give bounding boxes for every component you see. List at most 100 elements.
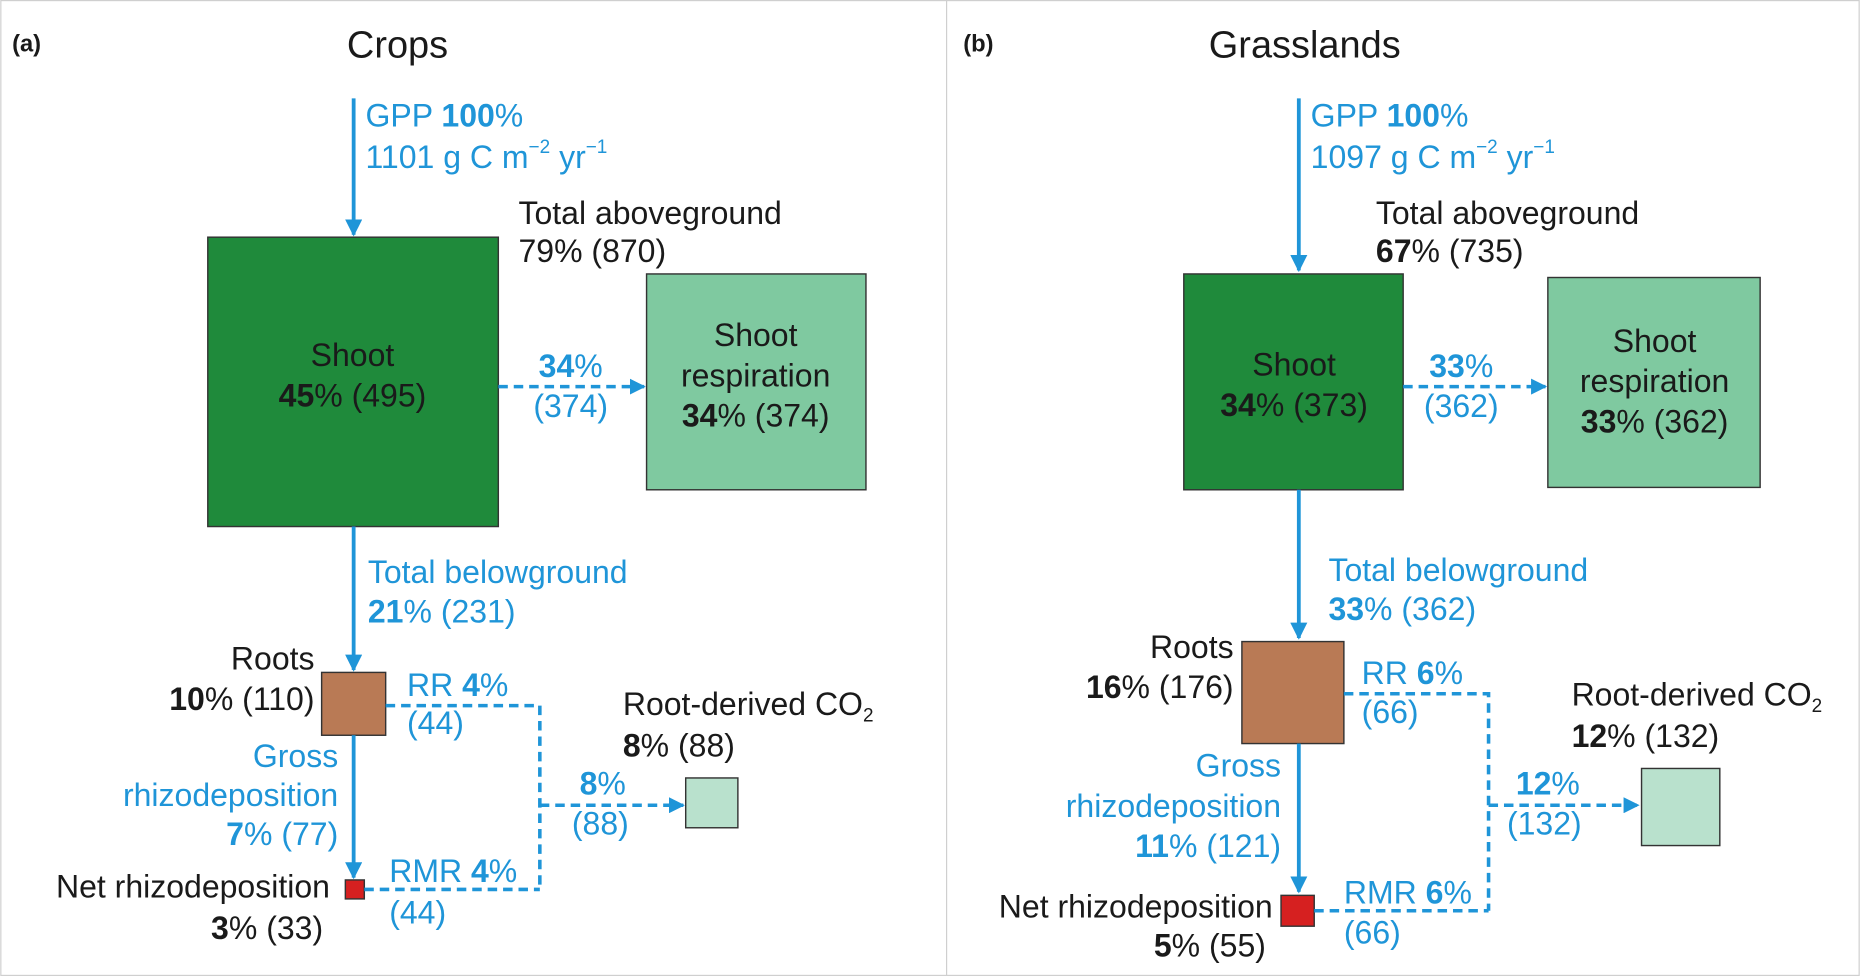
label-span: % bbox=[1435, 655, 1463, 691]
label-shoot-respiration: 33% (362) bbox=[1581, 404, 1729, 440]
label-span: 33 bbox=[1429, 348, 1465, 384]
label-span: 6 bbox=[1417, 655, 1435, 691]
label-aboveground: Total aboveground bbox=[1376, 195, 1639, 231]
label-span: Total aboveground bbox=[518, 195, 781, 231]
label-span: 7 bbox=[226, 817, 244, 853]
label-gross: rhizodeposition bbox=[123, 778, 338, 814]
label-span: % (55) bbox=[1172, 928, 1266, 964]
label-span: Shoot bbox=[714, 317, 798, 353]
label-belowground: 21% (231) bbox=[368, 594, 516, 630]
label-root-co2: Root-derived CO2 bbox=[623, 686, 874, 726]
roots-box bbox=[1241, 640, 1345, 745]
label-rmr: RMR 4% bbox=[389, 853, 517, 889]
label-roots: Roots bbox=[231, 641, 315, 677]
co2-box bbox=[1640, 767, 1721, 847]
label-span: 6 bbox=[1426, 875, 1444, 911]
label-span: rhizodeposition bbox=[1066, 788, 1281, 824]
dashed-flow bbox=[1343, 691, 1491, 911]
label-span: % (495) bbox=[314, 378, 426, 414]
label-aboveground: 79% (870) bbox=[518, 233, 666, 269]
label-span: 2 bbox=[863, 705, 874, 726]
label-span: 16 bbox=[1086, 670, 1122, 706]
label-shoot-flux: 33% bbox=[1429, 348, 1493, 384]
label-shoot-respiration: Shoot bbox=[714, 317, 798, 353]
label-span: 4 bbox=[471, 853, 489, 889]
panel-title: Crops bbox=[347, 24, 448, 66]
label-span: 33 bbox=[1328, 591, 1364, 627]
label-span: Shoot bbox=[1252, 347, 1336, 383]
label-span: (66) bbox=[1362, 695, 1419, 731]
label-span: Shoot bbox=[1613, 323, 1697, 359]
label-span: Net rhizodeposition bbox=[999, 889, 1273, 925]
label-span: Net rhizodeposition bbox=[56, 869, 330, 905]
label-span: RR bbox=[407, 667, 462, 703]
label-span: 8 bbox=[580, 766, 598, 802]
label-span: Gross bbox=[1196, 748, 1281, 784]
label-gpp: GPP 100% bbox=[1311, 98, 1469, 134]
label-span: yr bbox=[1498, 140, 1534, 176]
label-span: % (121) bbox=[1169, 829, 1281, 865]
label-span: 34 bbox=[682, 398, 718, 434]
label-span: 3 bbox=[211, 910, 229, 946]
shoot-box bbox=[1183, 273, 1404, 491]
label-span: 11 bbox=[1135, 829, 1169, 865]
shoot-box bbox=[207, 236, 500, 528]
label-shoot: 34% (373) bbox=[1220, 387, 1368, 423]
label-span: RR bbox=[1362, 655, 1417, 691]
label-span: −2 bbox=[529, 137, 551, 158]
label-aboveground: Total aboveground bbox=[518, 195, 781, 231]
label-span: respiration bbox=[1580, 364, 1729, 400]
label-span: 12 bbox=[1516, 766, 1552, 802]
roots-box bbox=[320, 671, 387, 736]
label-gross: rhizodeposition bbox=[1066, 788, 1281, 824]
label-span: 4 bbox=[462, 667, 480, 703]
label-span: −1 bbox=[1533, 137, 1555, 158]
label-span: (44) bbox=[389, 895, 446, 931]
label-span: (88) bbox=[572, 806, 629, 842]
co2-box bbox=[684, 777, 739, 829]
label-span: 5 bbox=[1154, 928, 1172, 964]
label-span: % bbox=[1440, 98, 1468, 134]
label-shoot-flux: 34% bbox=[539, 348, 603, 384]
label-span: 34 bbox=[1220, 387, 1256, 423]
label-span: % bbox=[480, 667, 508, 703]
label-roots: 10% (110) bbox=[169, 682, 314, 718]
label-span: Total belowground bbox=[368, 555, 628, 591]
label-span: 21 bbox=[368, 594, 404, 630]
label-gpp: 1097 g C m−2 yr−1 bbox=[1311, 137, 1555, 175]
label-gross: 11% (121) bbox=[1135, 829, 1281, 865]
label-span: % (77) bbox=[244, 817, 338, 853]
label-span: % bbox=[574, 348, 602, 384]
label-span: % (33) bbox=[229, 910, 323, 946]
label-aboveground: 67% (735) bbox=[1376, 233, 1524, 269]
label-roots: Roots bbox=[1150, 629, 1234, 665]
label-co2-flux: (132) bbox=[1507, 806, 1582, 842]
dashed-flow bbox=[385, 703, 542, 890]
label-span: 1097 g C m bbox=[1311, 140, 1476, 176]
label-span: Gross bbox=[253, 738, 338, 774]
label-span: % bbox=[495, 98, 523, 134]
label-span: −2 bbox=[1476, 137, 1498, 158]
label-shoot-respiration: Shoot bbox=[1613, 323, 1697, 359]
label-co2-flux: 8% bbox=[580, 766, 626, 802]
label-span: 1101 g C m bbox=[366, 140, 529, 176]
respiration-box bbox=[645, 273, 867, 491]
label-co2-flux: 12% bbox=[1516, 766, 1580, 802]
net-box bbox=[1280, 894, 1315, 927]
label-shoot-respiration: 34% (374) bbox=[682, 398, 830, 434]
label-shoot-respiration: respiration bbox=[1580, 364, 1729, 400]
label-span: 45 bbox=[279, 378, 315, 414]
label-span: % bbox=[597, 766, 625, 802]
label-shoot-respiration: respiration bbox=[681, 358, 830, 394]
label-span: 2 bbox=[1812, 696, 1823, 717]
label-span: 8 bbox=[623, 728, 641, 764]
label-shoot-flux: (362) bbox=[1424, 389, 1499, 425]
label-span: 34 bbox=[539, 348, 575, 384]
label-rr: (66) bbox=[1362, 695, 1419, 731]
label-span: Shoot bbox=[311, 338, 395, 374]
label-span: 10 bbox=[169, 682, 205, 718]
label-span: % (132) bbox=[1607, 718, 1719, 754]
label-span: % (110) bbox=[205, 682, 315, 718]
respiration-box bbox=[1547, 276, 1761, 489]
label-rr: RR 6% bbox=[1362, 655, 1463, 691]
